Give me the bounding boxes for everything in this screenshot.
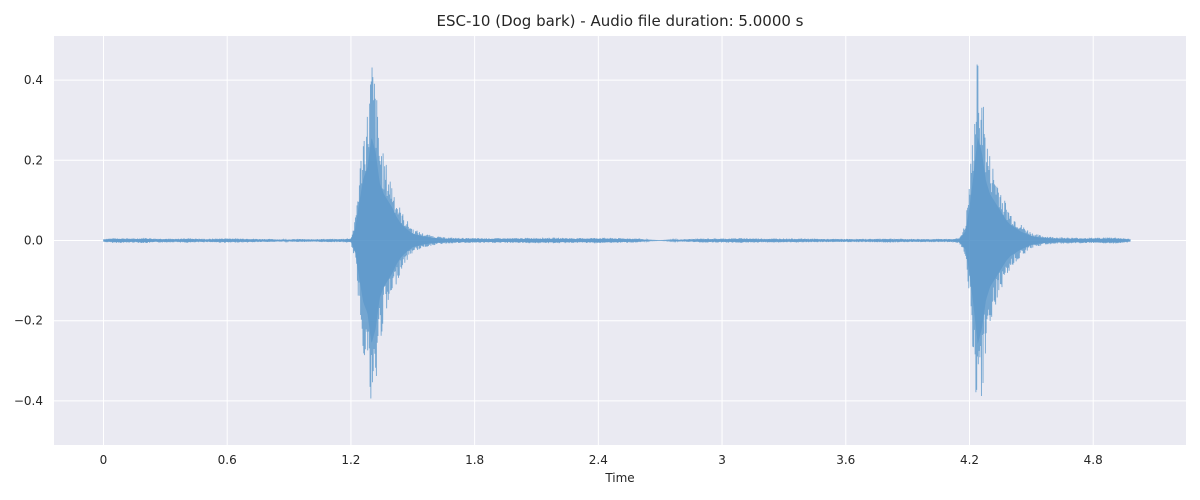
y-tick-label: −0.2	[14, 314, 43, 328]
y-tick-label: 0.2	[24, 153, 43, 167]
y-axis-ticks: −0.4 −0.2 0.0 0.2 0.4	[14, 73, 43, 408]
x-tick-label: 0	[100, 453, 108, 467]
chart-title: ESC-10 (Dog bark) - Audio file duration:…	[436, 12, 803, 30]
x-tick-label: 4.2	[960, 453, 979, 467]
waveform-line	[103, 64, 1131, 399]
grid-lines	[54, 36, 1186, 445]
x-tick-label: 0.6	[218, 453, 237, 467]
x-axis-label: Time	[604, 471, 634, 485]
x-tick-label: 4.8	[1084, 453, 1103, 467]
x-tick-label: 1.2	[341, 453, 360, 467]
waveform-series	[103, 64, 1131, 399]
x-axis-ticks: 0 0.6 1.2 1.8 2.4 3 3.6 4.2 4.8	[100, 453, 1103, 467]
y-tick-label: 0.4	[24, 73, 43, 87]
x-tick-label: 3	[718, 453, 726, 467]
x-tick-label: 2.4	[589, 453, 608, 467]
y-tick-label: 0.0	[24, 234, 43, 248]
y-tick-label: −0.4	[14, 394, 43, 408]
x-tick-label: 1.8	[465, 453, 484, 467]
x-tick-label: 3.6	[836, 453, 855, 467]
